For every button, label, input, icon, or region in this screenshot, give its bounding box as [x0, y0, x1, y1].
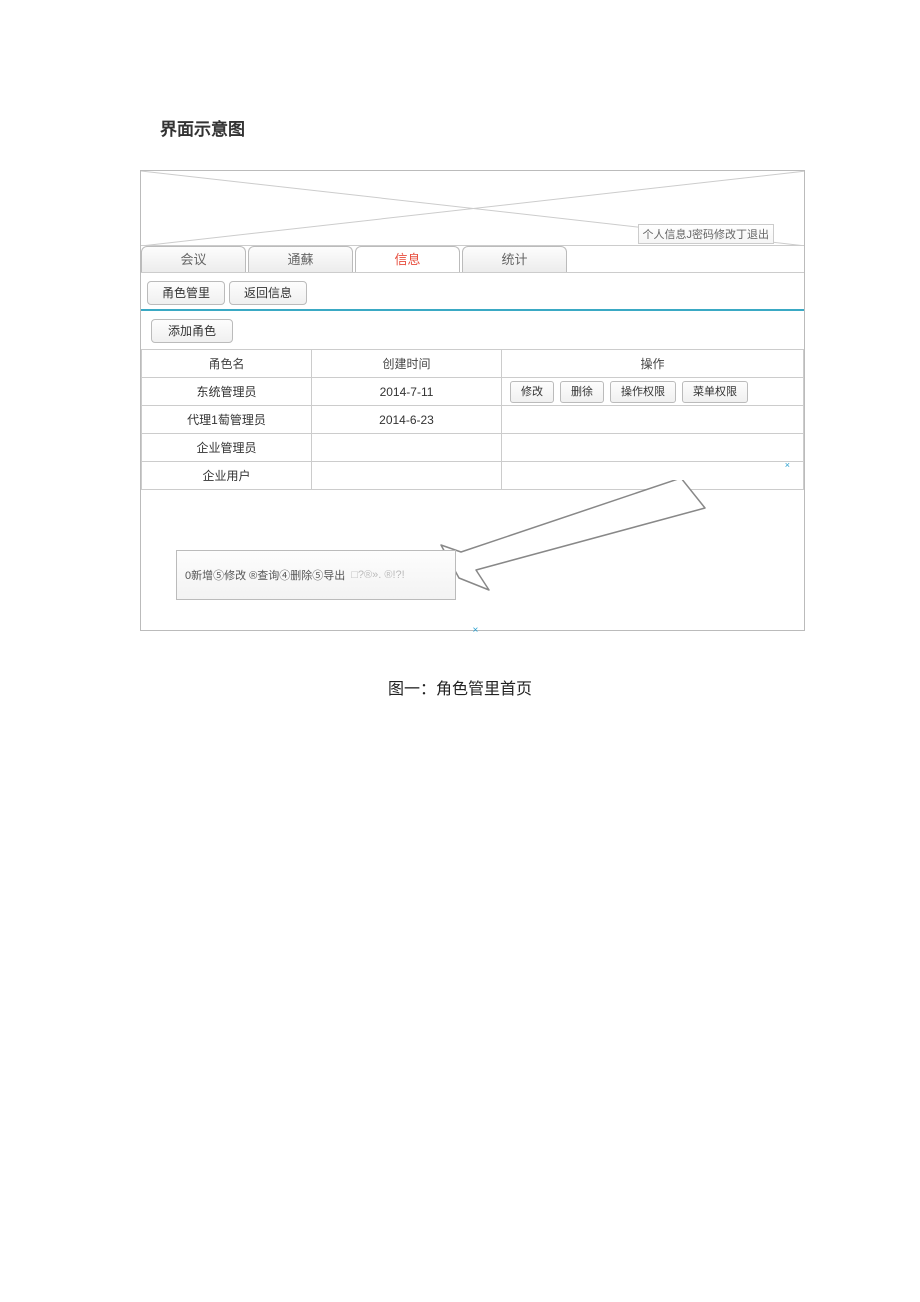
page-heading: 界面示意图 [160, 115, 245, 140]
tab-contact[interactable]: 通蘇 [248, 246, 353, 272]
top-links[interactable]: 个人信息J密码修改丁退出 [638, 224, 775, 244]
tab-meeting[interactable]: 会议 [141, 246, 246, 272]
cell-date [312, 462, 502, 490]
cell-ops [502, 406, 804, 434]
table-row: 企业用户 [142, 462, 804, 490]
figure-caption: 图一：角色管里首页 [0, 675, 920, 699]
popup-text: 0新增⑤修改 ®查询④删除⑤导出 [185, 567, 345, 583]
col-name: 甬色名 [142, 350, 312, 378]
sub-tabs: 甬色管里 返回信息 [141, 273, 804, 311]
delete-button[interactable]: 删徐 [560, 381, 604, 403]
popup-faded: □?®». ®!?! [351, 569, 404, 581]
op-perm-button[interactable]: 操作权限 [610, 381, 676, 403]
cell-date: 2014-6-23 [312, 406, 502, 434]
cell-ops [502, 434, 804, 462]
table-row: 企业管理员 [142, 434, 804, 462]
table-row: 东统管理员 2014-7-11 修改 删徐 操作权限 菜单权限 [142, 378, 804, 406]
edit-button[interactable]: 修改 [510, 381, 554, 403]
tab-info[interactable]: 信息 [355, 246, 460, 272]
cell-date: 2014-7-11 [312, 378, 502, 406]
subtab-return-info[interactable]: 返回信息 [229, 281, 307, 305]
col-ops: 操作 [502, 350, 804, 378]
menu-perm-button[interactable]: 菜单权限 [682, 381, 748, 403]
table-header-row: 甬色名 创建时间 操作 [142, 350, 804, 378]
table-row: 代理1萄管理员 2014-6-23 [142, 406, 804, 434]
tab-stats[interactable]: 统计 [462, 246, 567, 272]
cell-name: 企业管理员 [142, 434, 312, 462]
header-banner: 个人信息J密码修改丁退出 [141, 171, 804, 246]
resize-marker-icon: × [473, 625, 479, 636]
cell-name: 企业用户 [142, 462, 312, 490]
col-date: 创建时间 [312, 350, 502, 378]
cell-name: 东统管理员 [142, 378, 312, 406]
main-tabs: 会议 通蘇 信息 统计 [141, 246, 804, 273]
subtab-role-mgmt[interactable]: 甬色管里 [147, 281, 225, 305]
arrow-annotation [411, 480, 731, 600]
side-marker-icon: × [785, 460, 790, 470]
cell-name: 代理1萄管理员 [142, 406, 312, 434]
cell-ops: 修改 删徐 操作权限 菜单权限 [502, 378, 804, 406]
cell-date [312, 434, 502, 462]
bottom-area: 0新增⑤修改 ®查询④删除⑤导出 □?®». ®!?! × [141, 490, 804, 630]
permissions-popup: 0新增⑤修改 ®查询④删除⑤导出 □?®». ®!?! [176, 550, 456, 600]
mockup-frame: 个人信息J密码修改丁退出 会议 通蘇 信息 统计 甬色管里 返回信息 添加甬色 … [140, 170, 805, 631]
toolbar: 添加甬色 [141, 311, 804, 349]
add-role-button[interactable]: 添加甬色 [151, 319, 233, 343]
roles-table: 甬色名 创建时间 操作 东统管理员 2014-7-11 修改 删徐 操作权限 菜… [141, 349, 804, 490]
cell-ops [502, 462, 804, 490]
